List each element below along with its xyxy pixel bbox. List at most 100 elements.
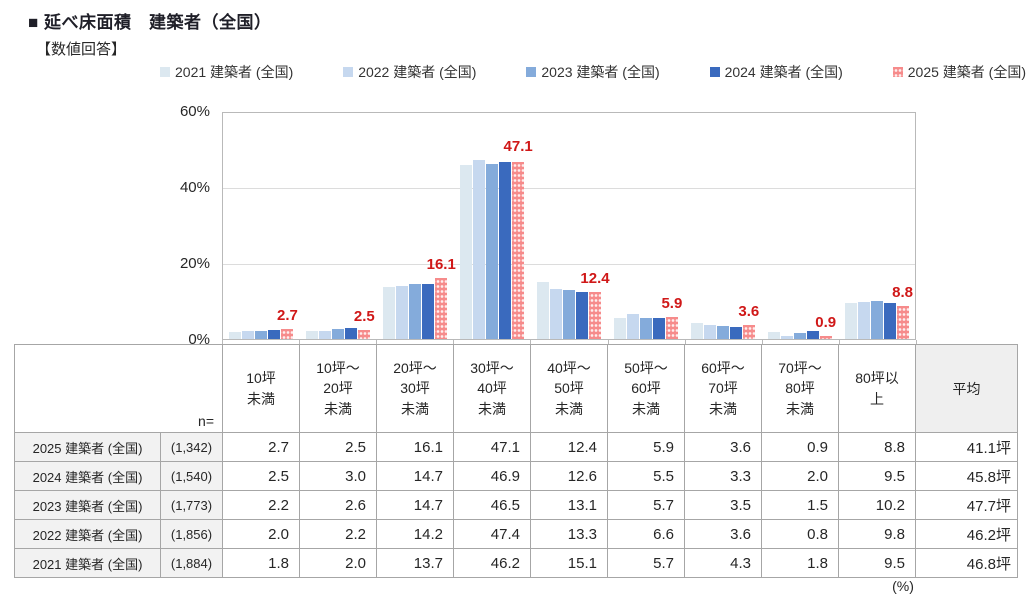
table-cell: 0.8 xyxy=(761,519,839,549)
bar-2023 xyxy=(332,329,345,339)
column-header: 60坪～ 70坪 未満 xyxy=(684,344,762,433)
bar-2024 xyxy=(499,162,512,339)
table-cell: 1.5 xyxy=(761,490,839,520)
bar-2021 xyxy=(229,332,242,339)
bar-2023 xyxy=(716,325,729,339)
legend-label: 2025 建築者 (全国) xyxy=(907,64,1026,80)
column-header: 10坪～ 20坪 未満 xyxy=(299,344,377,433)
bar-2024 xyxy=(576,291,588,339)
bar-2023 xyxy=(255,330,268,339)
table-cell: 5.9 xyxy=(607,432,685,462)
legend-item-2024: 2024 建築者 (全国) xyxy=(709,62,843,82)
y-axis-tick-label: 60% xyxy=(179,103,210,120)
column-header: 50坪～ 60坪 未満 xyxy=(607,344,685,433)
gridline xyxy=(223,264,915,265)
legend-item-2023: 2023 建築者 (全国) xyxy=(526,62,660,82)
bar-2021 xyxy=(767,332,780,339)
y-axis-tick-label: 40% xyxy=(179,179,210,196)
n-equals-label: n= xyxy=(14,344,223,433)
table-cell: 2.0 xyxy=(761,461,839,491)
table-cell: 13.1 xyxy=(530,490,608,520)
table-row: 2023 建築者 (全国) (1,773) 2.2 2.6 14.7 46.5 13.1 5.… xyxy=(14,490,1018,520)
table-cell: 2.7 xyxy=(222,432,300,462)
table-cell: 2.2 xyxy=(299,519,377,549)
bar-2025 xyxy=(819,335,832,339)
bar-2021 xyxy=(383,287,396,339)
bar-2021 xyxy=(690,322,703,339)
legend-swatch-icon xyxy=(709,67,720,77)
data-label: 5.9 xyxy=(661,294,683,312)
table-cell: 16.1 xyxy=(376,432,454,462)
percent-unit-note: (%) xyxy=(892,578,914,594)
bar-2025 xyxy=(281,328,294,339)
bar-2022 xyxy=(319,330,332,339)
bar-chart-plot-area: 2.7 2.5 16.1 47.1 12.4 5.9 3.6 0.9 8.8 xyxy=(222,112,916,340)
bar-2025 xyxy=(589,292,601,339)
table-cell: 0.9 xyxy=(761,432,839,462)
bar-2022 xyxy=(626,314,639,339)
table-cell: 1.8 xyxy=(222,548,300,578)
bar-2021 xyxy=(306,331,319,339)
data-label: 2.7 xyxy=(277,306,298,324)
legend-label: 2023 建築者 (全国) xyxy=(541,64,660,80)
column-header: 平均 xyxy=(915,344,1018,433)
x-axis-tick xyxy=(916,340,917,344)
column-header: 10坪 未満 xyxy=(222,344,300,433)
table-cell: 3.6 xyxy=(684,432,762,462)
row-label: 2025 建築者 (全国) xyxy=(14,432,161,462)
row-n-value: (1,884) xyxy=(160,548,223,578)
legend-item-2022: 2022 建築者 (全国) xyxy=(343,62,476,82)
bar-group: 3.6 xyxy=(684,113,761,339)
bar-2022 xyxy=(780,336,793,339)
table-cell: 5.7 xyxy=(607,548,685,578)
table-cell: 2.0 xyxy=(222,519,300,549)
bar-group: 0.9 xyxy=(761,113,838,339)
x-axis-tick xyxy=(761,340,763,344)
table-cell: 1.8 xyxy=(761,548,839,578)
legend-label: 2024 建築者 (全国) xyxy=(724,64,843,80)
table-row: 2021 建築者 (全国) (1,884) 1.8 2.0 13.7 46.2 15.1 5.… xyxy=(14,548,1018,578)
bar-2024 xyxy=(652,318,665,339)
row-label: 2022 建築者 (全国) xyxy=(14,519,161,549)
bar-group: 5.9 xyxy=(607,113,684,339)
bar-2022 xyxy=(550,288,562,339)
row-n-value: (1,773) xyxy=(160,490,223,520)
row-label: 2023 建築者 (全国) xyxy=(14,490,161,520)
bar-2022 xyxy=(396,285,409,339)
data-label: 8.8 xyxy=(892,283,913,301)
bar-2024 xyxy=(345,327,358,339)
legend-swatch-icon xyxy=(892,67,903,77)
table-cell: 3.3 xyxy=(684,461,762,491)
bar-2021 xyxy=(613,317,626,339)
table-cell: 2.5 xyxy=(299,432,377,462)
table-cell: 9.5 xyxy=(838,548,916,578)
row-average: 47.7坪 xyxy=(915,490,1018,520)
table-cell: 9.5 xyxy=(838,461,916,491)
x-axis-tick xyxy=(453,340,455,344)
legend-item-2021: 2021 建築者 (全国) xyxy=(160,62,293,82)
table-row: 2025 建築者 (全国) (1,342) 2.7 2.5 16.1 47.1 12.4 5.… xyxy=(14,432,1018,462)
bar-2025 xyxy=(665,316,678,339)
x-axis-tick xyxy=(222,340,223,344)
x-axis-tick xyxy=(299,340,301,344)
bar-2025 xyxy=(358,329,371,339)
row-n-value: (1,856) xyxy=(160,519,223,549)
table-cell: 46.9 xyxy=(453,461,531,491)
table-cell: 3.0 xyxy=(299,461,377,491)
bar-group: 16.1 xyxy=(377,113,456,339)
bar-2021 xyxy=(460,164,473,339)
bar-2024 xyxy=(729,326,742,339)
page-subtitle: 【数値回答】 xyxy=(36,41,127,58)
bar-group: 2.7 xyxy=(223,113,300,339)
row-label: 2024 建築者 (全国) xyxy=(14,461,161,491)
row-average: 45.8坪 xyxy=(915,461,1018,491)
bar-2025 xyxy=(742,325,755,339)
table-cell: 47.1 xyxy=(453,432,531,462)
table-cell: 13.3 xyxy=(530,519,608,549)
column-header: 80坪以 上 xyxy=(838,344,916,433)
data-label: 2.5 xyxy=(353,307,375,325)
table-cell: 10.2 xyxy=(838,490,916,520)
legend-item-2025: 2025 建築者 (全国) xyxy=(892,62,1026,82)
bar-group: 8.8 xyxy=(838,113,915,339)
